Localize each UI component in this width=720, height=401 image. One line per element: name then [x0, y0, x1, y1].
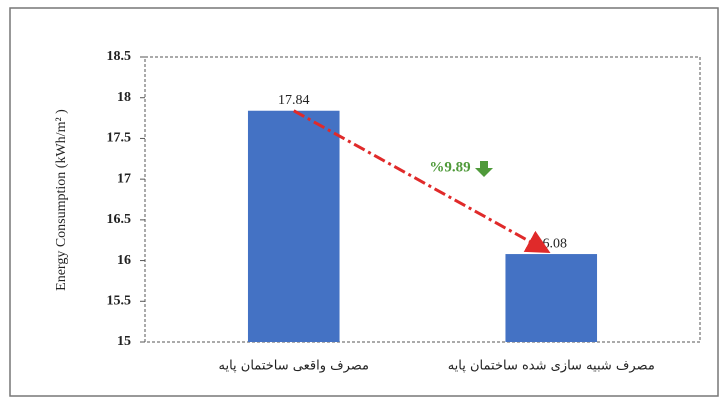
bar — [505, 254, 598, 342]
y-tick-label: 18 — [117, 90, 131, 105]
y-tick-label: 15.5 — [107, 294, 132, 309]
y-axis-label: Energy Consumption (kWh/m² ) — [54, 109, 69, 291]
plot-frame — [144, 56, 701, 343]
trend-arrow — [293, 109, 551, 253]
y-tick-label: 16.5 — [107, 212, 132, 227]
y-tick-label: 18.5 — [107, 49, 132, 64]
x-tick-label: مصرف شبیه سازی شده ساختمان پایه — [448, 359, 655, 374]
y-tick-label: 16 — [117, 253, 131, 268]
annotation: %9.89 — [429, 159, 470, 175]
bar — [247, 110, 340, 342]
y-tick-label: 17.5 — [107, 131, 132, 146]
x-tick-label: مصرف واقعی ساختمان پایه — [219, 359, 370, 374]
outer-frame — [9, 7, 719, 397]
value-label: 17.84 — [278, 93, 310, 108]
y-tick-label: 17 — [117, 171, 131, 186]
value-label: 16.08 — [536, 236, 568, 251]
y-tick-label: 15 — [117, 334, 131, 349]
down-arrow-icon — [475, 161, 493, 177]
